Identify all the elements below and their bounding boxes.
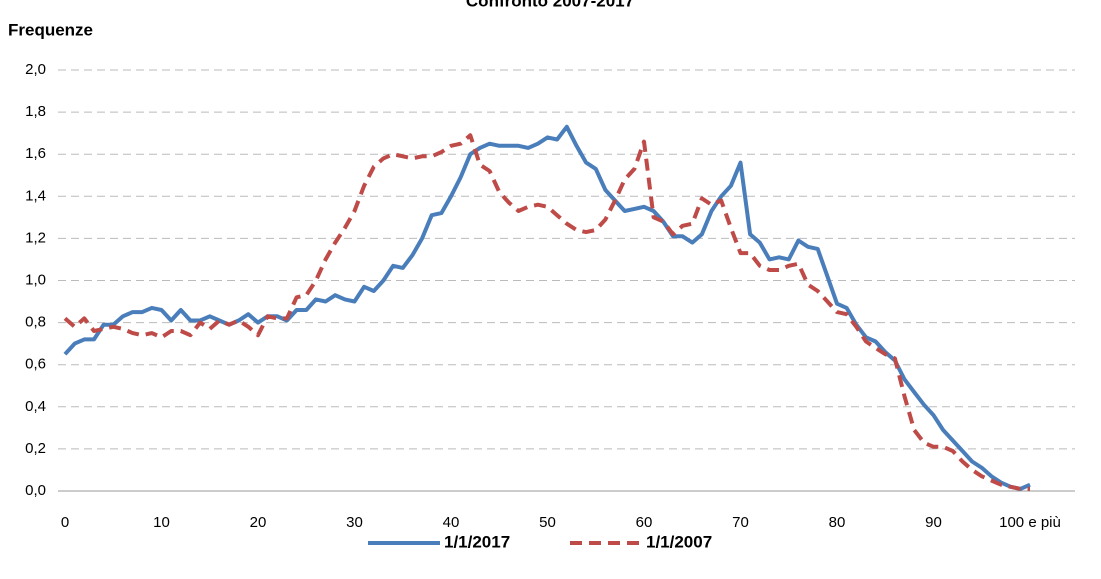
- legend-label: 1/1/2017: [444, 532, 510, 551]
- data-line: [63, 124, 1031, 491]
- data-line: [63, 133, 1030, 491]
- y-tick-label: 1,0: [25, 271, 46, 288]
- y-axis-title: Frequenze: [8, 20, 93, 39]
- x-tick-label: 70: [732, 514, 749, 531]
- x-tick-label: 30: [346, 514, 363, 531]
- y-tick-label: 0,2: [25, 440, 46, 457]
- x-tick-label: 80: [829, 514, 846, 531]
- x-tick-label: 20: [250, 514, 267, 531]
- y-tick-label: 0,6: [25, 356, 46, 373]
- x-tick-label: 90: [925, 514, 942, 531]
- y-tick-label: 1,8: [25, 103, 46, 120]
- y-tick-label: 0,0: [25, 482, 46, 499]
- y-tick-label: 1,6: [25, 145, 46, 162]
- x-tick-label: 50: [539, 514, 556, 531]
- y-tick-label: 0,8: [25, 314, 46, 331]
- x-tick-label: 100 e più: [999, 514, 1061, 531]
- y-tick-label: 1,4: [25, 187, 46, 204]
- x-tick-label: 40: [443, 514, 460, 531]
- x-tick-label: 10: [153, 514, 170, 531]
- x-tick-label: 60: [636, 514, 653, 531]
- legend-label: 1/1/2007: [646, 532, 712, 551]
- y-tick-label: 0,4: [25, 398, 46, 415]
- x-tick-label: 0: [61, 514, 69, 531]
- y-tick-label: 2,0: [25, 61, 46, 78]
- y-tick-label: 1,2: [25, 229, 46, 246]
- chart-title: Confronto 2007-2017: [466, 0, 634, 10]
